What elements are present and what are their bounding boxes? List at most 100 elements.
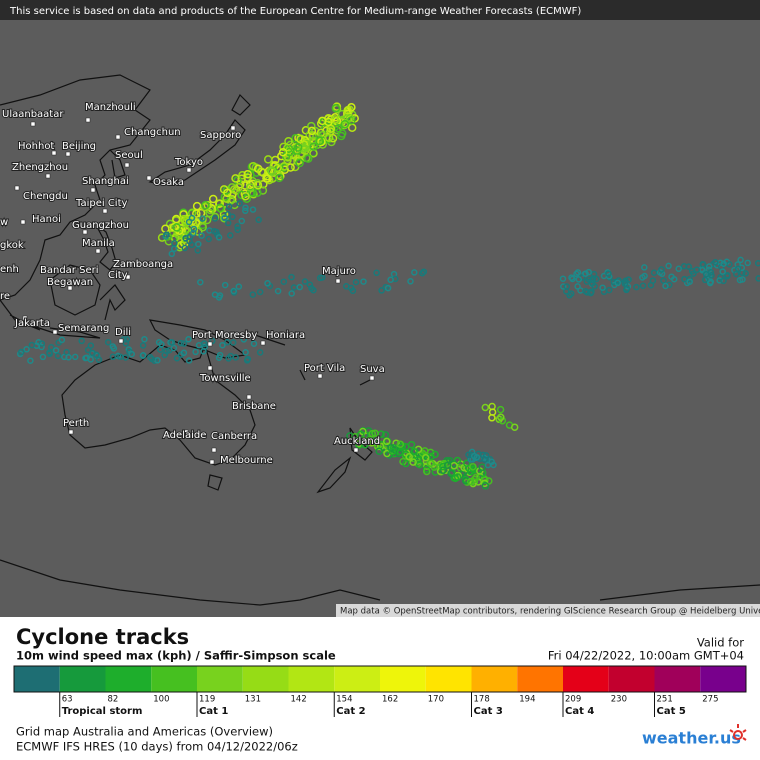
track-point [658, 266, 665, 273]
track-point [244, 355, 252, 363]
track-point [742, 270, 749, 277]
track-point [755, 275, 760, 282]
track-point [582, 270, 589, 277]
category-label: Cat 5 [657, 706, 686, 717]
track-point [235, 283, 243, 290]
city-label: Tokyo [174, 157, 203, 168]
track-point [285, 147, 294, 157]
track-point [109, 353, 117, 361]
track-point [197, 278, 204, 286]
city-marker [246, 394, 252, 400]
track-point [194, 247, 202, 254]
city-label: Zamboanga [113, 259, 173, 270]
city-marker [65, 151, 71, 157]
track-point [569, 275, 576, 283]
scale-swatch [700, 666, 746, 692]
city-label: Suva [360, 364, 385, 375]
city-marker [67, 285, 73, 291]
track-point [675, 265, 682, 273]
city-marker [146, 175, 152, 181]
track-point [185, 218, 193, 226]
track-point [693, 266, 701, 274]
city-label: Hanoi [32, 214, 61, 225]
track-point [593, 275, 600, 283]
track-point [201, 200, 210, 210]
track-point [395, 449, 403, 458]
track-point [465, 451, 472, 459]
track-point [583, 278, 591, 285]
track-point [443, 461, 452, 470]
track-point [274, 287, 282, 295]
track-point [283, 152, 293, 162]
scale-value: 131 [245, 695, 261, 705]
track-point [453, 473, 462, 481]
track-point [231, 174, 240, 183]
attribution: Map data © OpenStreetMap contributors, r… [340, 607, 760, 617]
city-marker [30, 121, 36, 127]
scale-value: 209 [565, 695, 581, 705]
track-point [662, 282, 669, 290]
track-point [481, 403, 490, 412]
city-marker [230, 125, 236, 131]
city-label: enh [0, 264, 19, 275]
track-point [243, 173, 252, 182]
city-label: Sapporo [200, 130, 241, 141]
track-point [192, 201, 202, 211]
track-point [481, 456, 488, 463]
track-point [264, 280, 271, 287]
track-point [665, 262, 672, 270]
track-point [240, 336, 248, 343]
scale-swatch [608, 666, 655, 692]
city-marker [186, 167, 192, 173]
track-point [666, 281, 673, 289]
track-point [307, 121, 316, 131]
category-label: Cat 4 [565, 706, 594, 717]
category-label: Cat 2 [336, 706, 365, 717]
track-point [737, 256, 744, 264]
track-point [224, 339, 231, 346]
track-point [219, 341, 226, 349]
city-label: Perth [63, 418, 89, 429]
track-point [257, 167, 266, 177]
track-point [46, 349, 53, 356]
track-point [168, 339, 176, 346]
scale-swatch [563, 666, 609, 692]
track-point [705, 263, 713, 270]
track-point [431, 468, 440, 476]
track-point [155, 339, 163, 346]
city-marker [45, 173, 51, 179]
track-point [279, 162, 289, 171]
track-point [200, 340, 208, 347]
track-point [242, 207, 249, 215]
track-point [419, 269, 426, 277]
track-point [591, 283, 598, 290]
track-point [315, 136, 324, 146]
city-marker [115, 134, 121, 140]
city-label: Taipei City [75, 198, 127, 209]
track-point [560, 283, 567, 290]
track-point [229, 339, 237, 346]
city-marker [209, 459, 215, 465]
track-point [650, 269, 658, 276]
track-point [347, 284, 355, 292]
category-label: Cat 1 [199, 706, 228, 717]
scale-swatch [197, 666, 243, 692]
city-label: Zhengzhou [12, 162, 68, 173]
city-marker [260, 340, 266, 346]
track-point [110, 345, 118, 352]
track-point [439, 462, 447, 471]
track-point [222, 194, 231, 203]
track-point [87, 342, 95, 349]
track-point [211, 215, 219, 222]
city-label: Manila [82, 238, 115, 249]
track-point [243, 169, 252, 179]
track-point [639, 282, 647, 289]
track-point [463, 459, 471, 468]
scale-value: 142 [291, 695, 307, 705]
track-point [295, 158, 304, 168]
scale-swatch [334, 666, 380, 692]
scale-value: 63 [62, 695, 73, 705]
scale-value: 82 [108, 695, 119, 705]
track-point [488, 458, 495, 466]
track-point [466, 477, 475, 486]
